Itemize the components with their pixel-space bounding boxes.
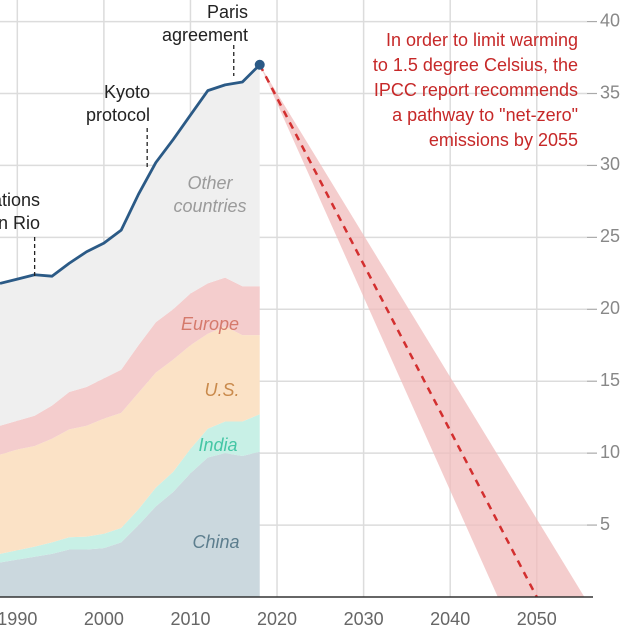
event-label: agreement: [162, 25, 248, 45]
series-label: China: [192, 532, 239, 552]
x-tick-label: 1990: [0, 609, 37, 629]
projection-band: [259, 64, 585, 598]
annotation: IPCC report recommends: [374, 80, 578, 100]
event-label: Paris: [207, 2, 248, 22]
y-tick-label: 15: [600, 370, 620, 390]
projection-line: [258, 64, 538, 598]
x-tick-label: 2040: [430, 609, 470, 629]
area: [0, 451, 260, 597]
annotation: to 1.5 degree Celsius, the: [373, 55, 578, 75]
y-tick-label: 40: [600, 10, 620, 30]
event-label: United Nations: [0, 190, 40, 210]
x-tick-label: 2030: [344, 609, 384, 629]
y-tick-label: 25: [600, 226, 620, 246]
annotation: In order to limit warming: [386, 30, 578, 50]
area: [0, 414, 260, 563]
series-label: India: [198, 435, 237, 455]
y-tick-label: 20: [600, 298, 620, 318]
x-tick-label: 2050: [517, 609, 557, 629]
annotation: emissions by 2055: [429, 130, 578, 150]
total-line: [0, 63, 261, 285]
event-label: Kyoto: [104, 82, 150, 102]
end-point: [254, 59, 265, 70]
series-label: Europe: [181, 314, 239, 334]
series-label: U.S.: [204, 380, 239, 400]
x-tick-label: 2000: [84, 609, 124, 629]
area: [0, 277, 260, 455]
y-tick-label: 10: [600, 442, 620, 462]
area: [0, 64, 260, 426]
event-label: protocol: [86, 105, 150, 125]
area: [0, 326, 260, 554]
x-tick-label: 2010: [170, 609, 210, 629]
series-label: Other countries: [173, 173, 246, 216]
event-label: Summit in Rio: [0, 213, 40, 233]
y-tick-label: 5: [600, 514, 610, 534]
x-tick-label: 2020: [257, 609, 297, 629]
y-tick-label: 30: [600, 154, 620, 174]
annotation: a pathway to "net-zero": [392, 105, 578, 125]
y-tick-label: 35: [600, 82, 620, 102]
